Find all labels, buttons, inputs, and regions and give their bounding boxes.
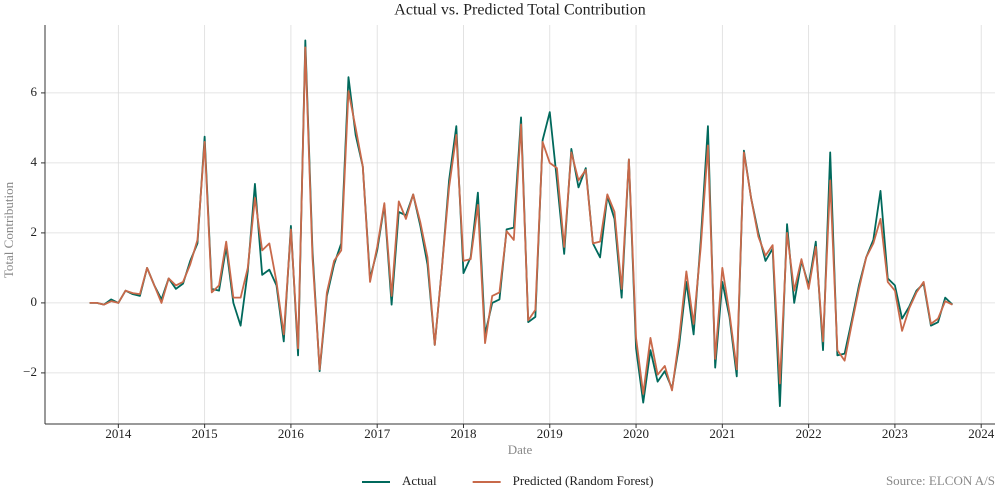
- y-tick-label: 2: [31, 224, 38, 239]
- y-tick-label: 4: [31, 154, 38, 169]
- x-tick-label: 2020: [623, 426, 649, 441]
- y-tick-label: 0: [31, 294, 38, 309]
- x-tick-label: 2015: [192, 426, 218, 441]
- x-tick-label: 2017: [364, 426, 391, 441]
- x-tick-label: 2014: [105, 426, 132, 441]
- y-axis-label: Total Contribution: [1, 181, 16, 278]
- x-tick-label: 2023: [882, 426, 908, 441]
- legend-label: Predicted (Random Forest): [513, 473, 654, 488]
- x-tick-label: 2018: [450, 426, 476, 441]
- x-tick-label: 2021: [709, 426, 735, 441]
- legend-label: Actual: [402, 473, 437, 488]
- series-line: [89, 46, 953, 395]
- source-note: Source: ELCON A/S: [886, 473, 995, 488]
- x-tick-label: 2019: [537, 426, 563, 441]
- chart-title: Actual vs. Predicted Total Contribution: [394, 2, 645, 19]
- x-tick-label: 2022: [796, 426, 822, 441]
- y-tick-label: 6: [31, 84, 38, 99]
- series-line: [89, 39, 954, 408]
- x-axis-label: Date: [508, 442, 533, 457]
- x-tick-label: 2016: [278, 426, 305, 441]
- y-tick-label: −2: [23, 364, 37, 379]
- x-tick-label: 2024: [968, 426, 995, 441]
